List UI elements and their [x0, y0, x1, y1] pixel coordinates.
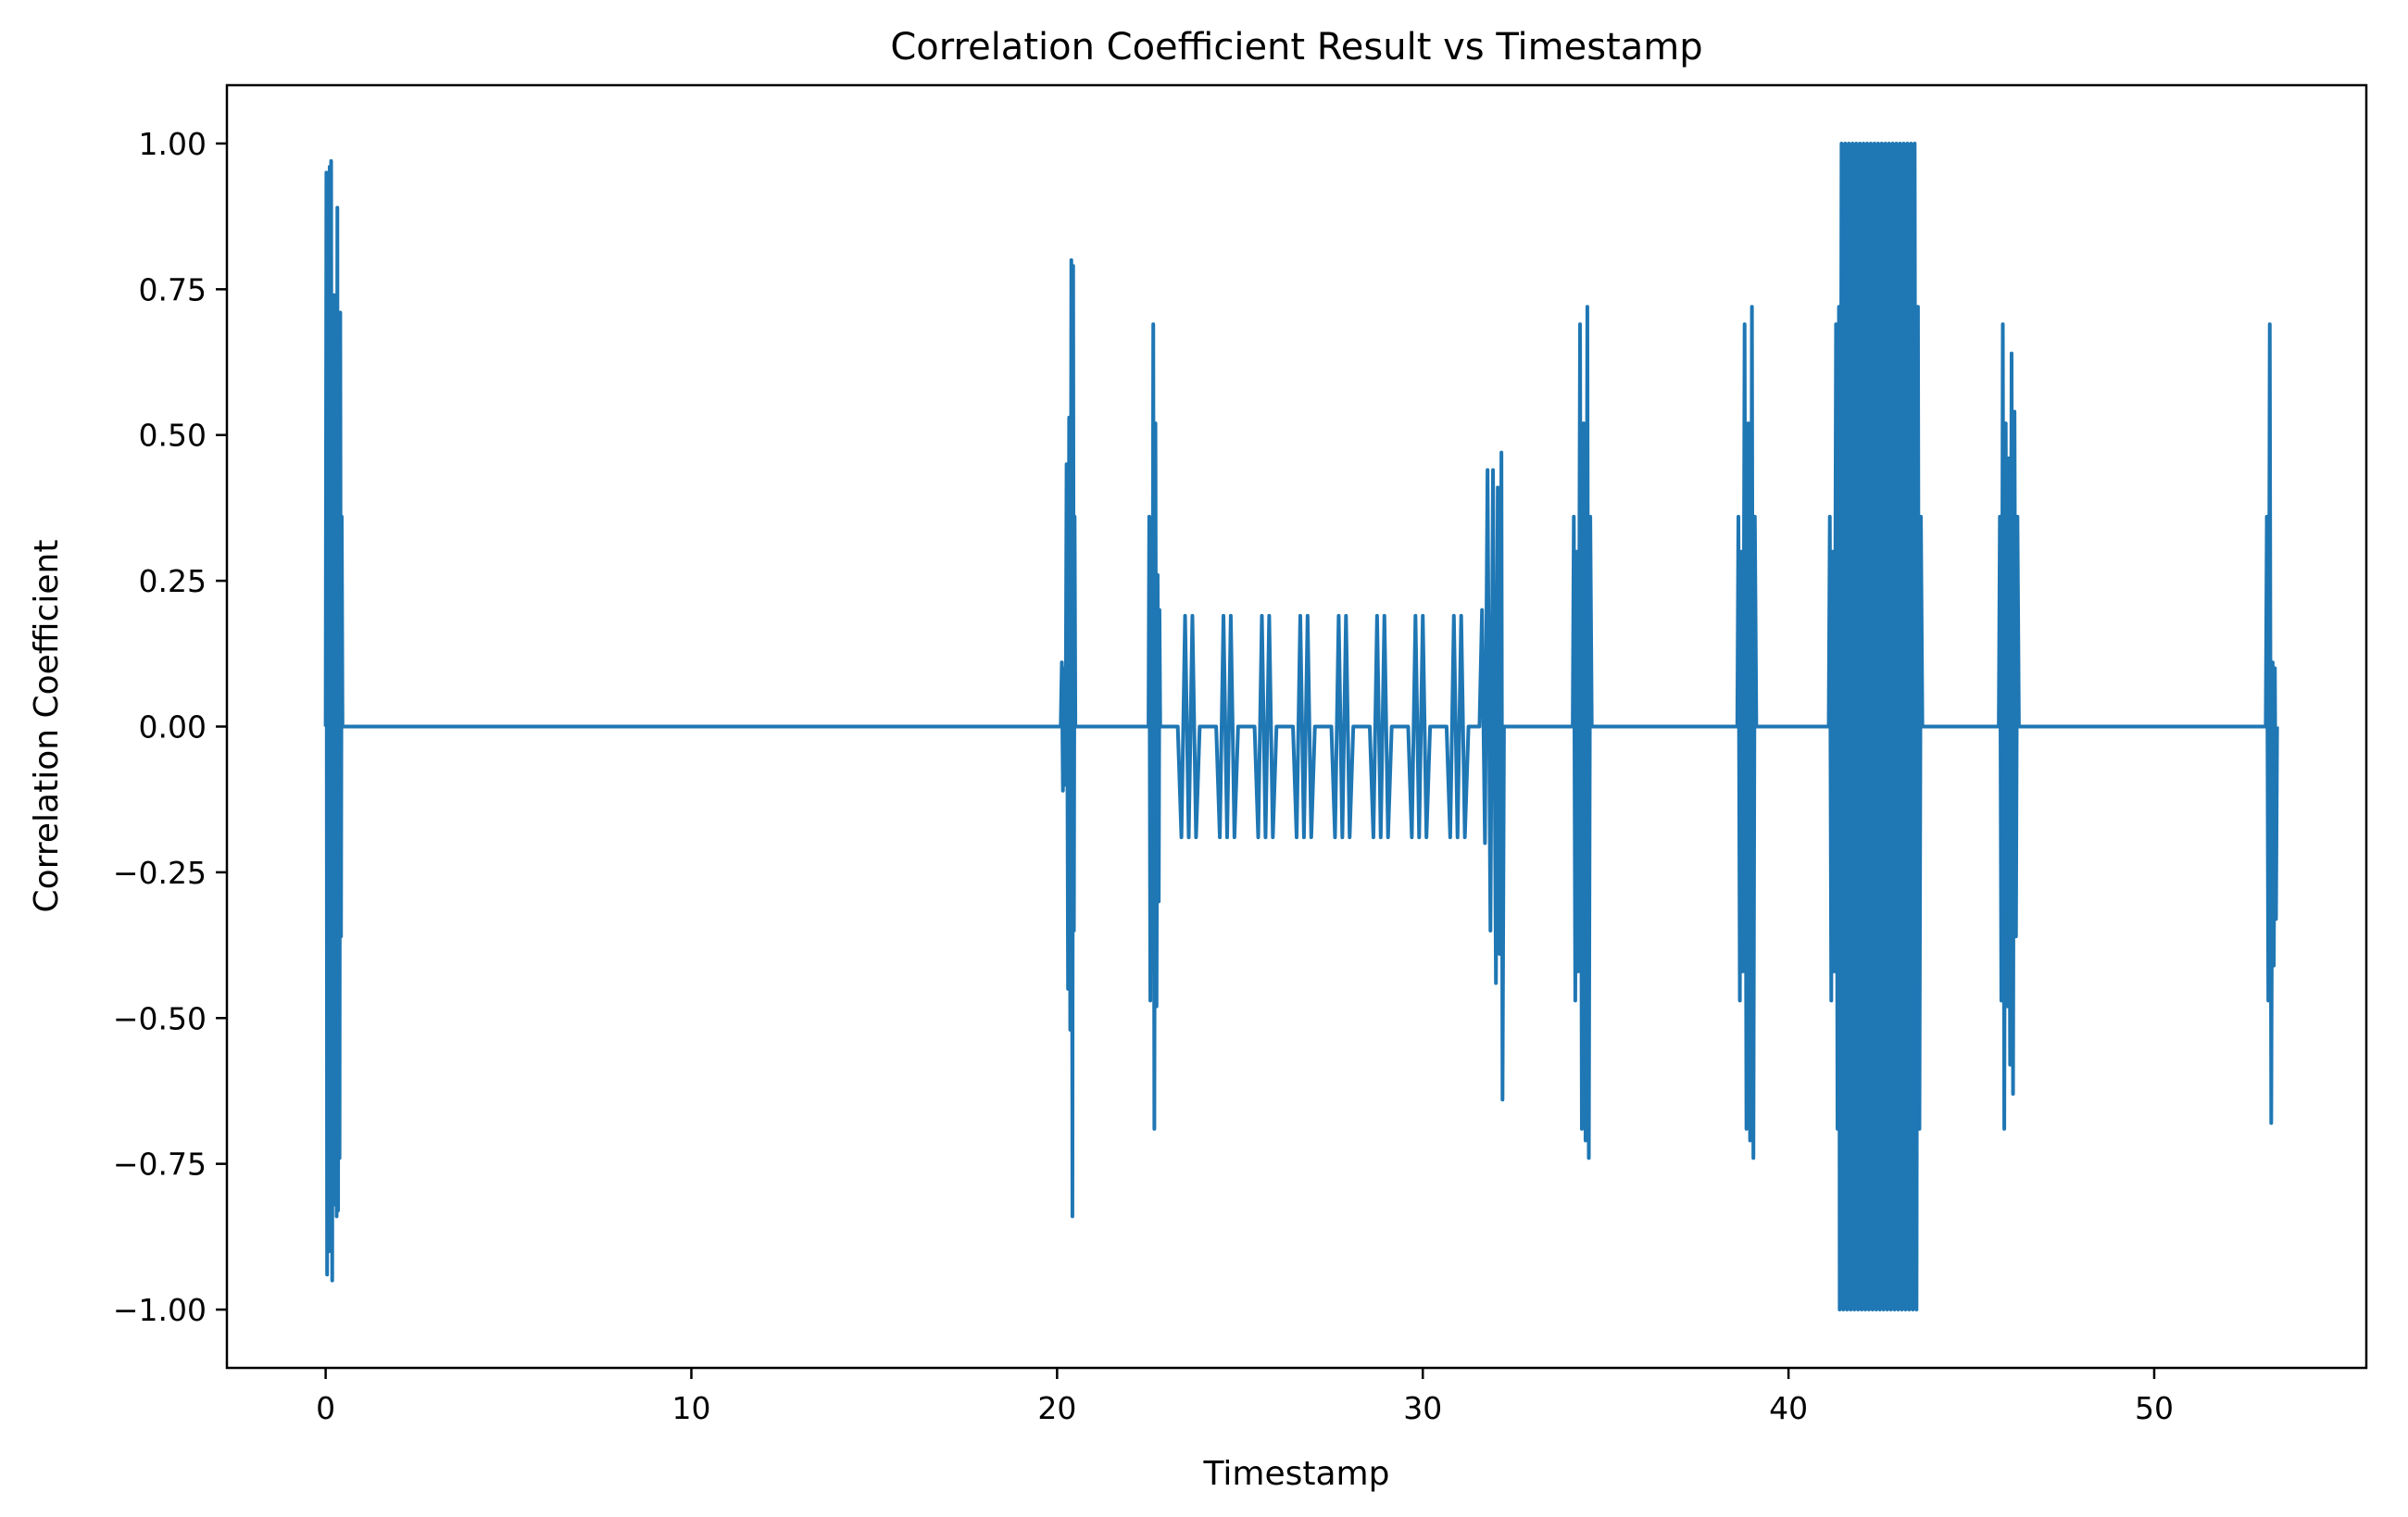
chart-title: Correlation Coefficient Result vs Timest…	[890, 26, 1702, 69]
x-tick-label: 0	[316, 1390, 335, 1426]
x-tick-label: 30	[1403, 1390, 1442, 1426]
y-tick-label: 0.00	[139, 709, 207, 746]
tick-layer: 0 10 20 30 40 50 1.00 0.75 0.50 0.25 0.00 −0.25 −0.5…	[113, 126, 2174, 1426]
y-tick-label: −0.50	[113, 1000, 207, 1036]
y-axis-label: Correlation Coefficient	[28, 540, 66, 913]
y-tick-label: 0.75	[139, 271, 207, 307]
y-tick-label: 0.25	[139, 563, 207, 599]
x-axis-label: Timestamp	[1203, 1455, 1390, 1493]
x-tick-label: 20	[1037, 1390, 1076, 1426]
y-tick-label: −0.25	[113, 855, 207, 891]
series-line	[323, 141, 2279, 1312]
y-tick-label: 1.00	[139, 126, 207, 162]
plot-frame	[225, 83, 2368, 1370]
y-tick-label: −1.00	[113, 1292, 207, 1328]
series-layer	[323, 141, 2279, 1312]
x-tick-label: 50	[2135, 1390, 2174, 1426]
x-tick-label: 10	[671, 1390, 710, 1426]
y-tick-label: −0.75	[113, 1147, 207, 1183]
y-tick-label: 0.50	[139, 418, 207, 454]
x-tick-label: 40	[1769, 1390, 1808, 1426]
